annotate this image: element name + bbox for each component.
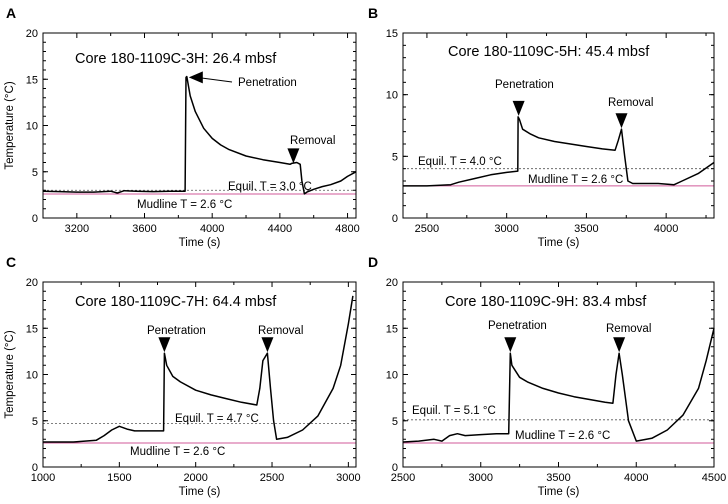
penetration-label: Penetration bbox=[147, 325, 206, 337]
x-tick-label: 3200 bbox=[65, 223, 89, 235]
equilibrium-label: Equil. T = 3.0 °C bbox=[228, 181, 312, 193]
x-tick-label: 2500 bbox=[391, 472, 415, 484]
x-tick-label: 3600 bbox=[132, 223, 156, 235]
chart-panel-b: B 2500 3000 3500 4000 0 5 10 15 Time (s) Core 180-… bbox=[368, 5, 715, 249]
x-tick-label: 4000 bbox=[200, 223, 224, 235]
mudline-label: Mudline T = 2.6 °C bbox=[528, 174, 623, 186]
equilibrium-label: Equil. T = 5.1 °C bbox=[412, 405, 496, 417]
y-tick-label: 0 bbox=[392, 213, 398, 225]
y-tick-label: 20 bbox=[26, 28, 38, 40]
y-tick-label: 10 bbox=[26, 370, 38, 382]
core-title: Core 180-1109C-3H: 26.4 mbsf bbox=[75, 51, 277, 67]
x-tick-label: 4800 bbox=[335, 223, 359, 235]
temperature-series-line bbox=[403, 116, 715, 187]
panel-letter: A bbox=[6, 5, 16, 21]
removal-arrow-icon bbox=[287, 148, 300, 164]
temperature-series-line bbox=[43, 295, 354, 443]
x-tick-label: 4500 bbox=[702, 472, 726, 484]
x-tick-label: 1500 bbox=[107, 472, 131, 484]
y-tick-label: 20 bbox=[26, 277, 38, 289]
mudline-label: Mudline T = 2.6 °C bbox=[515, 430, 610, 442]
penetration-arrow-icon bbox=[504, 337, 517, 353]
removal-arrow-icon bbox=[613, 337, 626, 353]
y-axis-label: Temperature (°C) bbox=[4, 330, 16, 418]
y-tick-label: 10 bbox=[386, 90, 398, 102]
y-tick-label: 5 bbox=[32, 416, 38, 428]
x-tick-label: 3500 bbox=[546, 472, 570, 484]
x-tick-label: 2500 bbox=[260, 472, 284, 484]
panel-letter: C bbox=[6, 254, 16, 270]
y-tick-label: 5 bbox=[392, 151, 398, 163]
removal-arrow-icon bbox=[615, 113, 628, 129]
penetration-arrow-icon bbox=[158, 337, 171, 353]
y-tick-label: 20 bbox=[386, 277, 398, 289]
y-tick-label: 15 bbox=[386, 28, 398, 40]
mudline-label: Mudline T = 2.6 °C bbox=[137, 199, 232, 211]
temperature-series-line bbox=[42, 75, 357, 195]
x-axis-label: Time (s) bbox=[179, 237, 221, 249]
penetration-label: Penetration bbox=[488, 320, 547, 332]
y-tick-label: 10 bbox=[386, 370, 398, 382]
penetration-label: Penetration bbox=[495, 79, 554, 91]
y-tick-label: 15 bbox=[386, 323, 398, 335]
x-axis-label: Time (s) bbox=[538, 237, 580, 249]
removal-label: Removal bbox=[258, 325, 303, 337]
x-tick-label: 3000 bbox=[336, 472, 360, 484]
removal-label: Removal bbox=[606, 323, 651, 335]
equilibrium-label: Equil. T = 4.0 °C bbox=[418, 156, 502, 168]
y-tick-label: 0 bbox=[32, 462, 38, 474]
plot-frame bbox=[402, 32, 715, 219]
y-tick-label: 15 bbox=[26, 323, 38, 335]
core-title: Core 180-1109C-5H: 45.4 mbsf bbox=[448, 44, 650, 60]
x-axis-label: Time (s) bbox=[538, 486, 580, 498]
x-tick-label: 2000 bbox=[183, 472, 207, 484]
y-tick-label: 5 bbox=[392, 416, 398, 428]
x-tick-label: 4400 bbox=[268, 223, 292, 235]
panel-letter: B bbox=[368, 5, 378, 21]
equilibrium-label: Equil. T = 4.7 °C bbox=[175, 413, 259, 425]
penetration-arrow-icon bbox=[188, 71, 203, 84]
x-tick-label: 2500 bbox=[415, 223, 439, 235]
core-title: Core 180-1109C-7H: 64.4 mbsf bbox=[75, 294, 277, 310]
penetration-arrow-icon bbox=[512, 100, 525, 116]
x-axis-label: Time (s) bbox=[179, 486, 221, 498]
removal-label: Removal bbox=[290, 135, 335, 147]
chart-panel-d: D 2500 3000 3500 4000 4500 0 5 10 15 20 Time (s) Cor… bbox=[368, 254, 726, 498]
penetration-label: Penetration bbox=[238, 77, 297, 89]
y-tick-label: 10 bbox=[26, 121, 38, 133]
y-tick-label: 5 bbox=[32, 167, 38, 179]
chart-panel-c: C 1000 1500 2000 2500 3000 0 5 10 15 20 Time (s) Tem… bbox=[4, 254, 361, 498]
x-tick-label: 4000 bbox=[654, 223, 678, 235]
x-tick-label: 4000 bbox=[624, 472, 648, 484]
panel-letter: D bbox=[368, 254, 378, 270]
y-tick-label: 0 bbox=[392, 462, 398, 474]
removal-label: Removal bbox=[608, 97, 653, 109]
x-tick-label: 1000 bbox=[31, 472, 55, 484]
y-tick-label: 0 bbox=[32, 213, 38, 225]
temperature-series-line bbox=[402, 328, 715, 443]
x-tick-label: 3000 bbox=[469, 472, 493, 484]
removal-arrow-icon bbox=[261, 337, 274, 353]
mudline-label: Mudline T = 2.6 °C bbox=[130, 446, 225, 458]
chart-panel-a: A 3200 3600 4000 4400 4800 0 5 10 15 20 Time (s) Tem… bbox=[4, 5, 360, 249]
x-tick-label: 3500 bbox=[574, 223, 598, 235]
y-tick-label: 15 bbox=[26, 74, 38, 86]
core-title: Core 180-1109C-9H: 83.4 mbsf bbox=[445, 294, 647, 310]
x-tick-label: 3000 bbox=[494, 223, 518, 235]
y-axis-label: Temperature (°C) bbox=[4, 81, 16, 169]
